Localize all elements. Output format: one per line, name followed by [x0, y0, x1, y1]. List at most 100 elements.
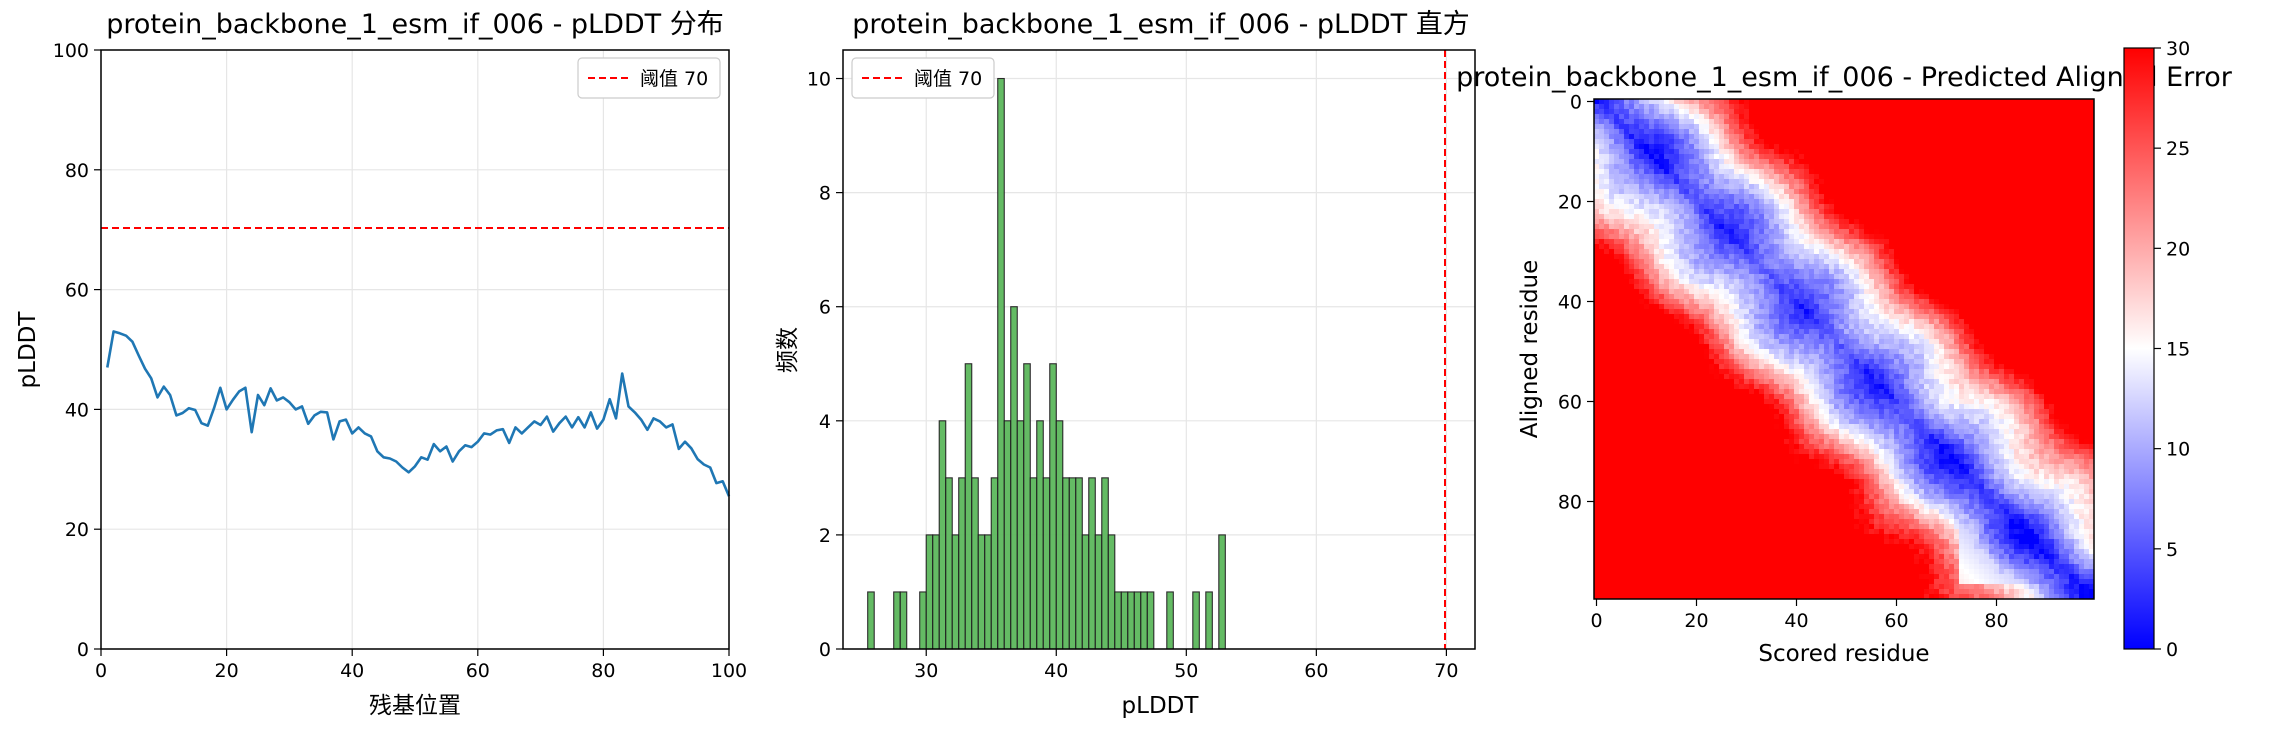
pae-cell: [1984, 144, 1990, 150]
pae-cell: [1754, 234, 1760, 240]
pae-cell: [1949, 279, 1955, 285]
pae-cell: [1829, 129, 1835, 135]
pae-cell: [1824, 224, 1830, 230]
pae-cell: [1984, 119, 1990, 125]
pae-cell: [1734, 299, 1740, 305]
pae-cell: [1689, 254, 1695, 260]
pae-cell: [1964, 199, 1970, 205]
pae-cell: [1694, 124, 1700, 130]
pae-cell: [1679, 124, 1685, 130]
pae-cell: [1794, 319, 1800, 325]
pae-cell: [1824, 164, 1830, 170]
pae-cell: [1814, 259, 1820, 265]
pae-cell: [1774, 124, 1780, 130]
pae-cell: [1754, 119, 1760, 125]
pae-cell: [1719, 109, 1725, 115]
pae-cell: [1714, 274, 1720, 280]
pae-cell: [1629, 149, 1635, 155]
pae-cell: [1844, 194, 1850, 200]
pae-cell: [2089, 144, 2095, 150]
pae-cell: [1644, 154, 1650, 160]
pae-cell: [2069, 104, 2075, 110]
pae-cell: [1749, 259, 1755, 265]
pae-cell: [1779, 199, 1785, 205]
pae-cell: [1689, 294, 1695, 300]
pae-cell: [1779, 229, 1785, 235]
pae-cell: [2089, 134, 2095, 140]
pae-cell: [2074, 239, 2080, 245]
pae-cell: [1944, 314, 1950, 320]
pae-cell: [1914, 164, 1920, 170]
pae-cell: [1719, 104, 1725, 110]
pae-cell: [2064, 144, 2070, 150]
pae-cell: [1874, 324, 1880, 330]
pae-cell: [1884, 259, 1890, 265]
pae-cell: [2029, 199, 2035, 205]
pae-cell: [1824, 329, 1830, 335]
pae-cell: [1764, 284, 1770, 290]
pae-cell: [1769, 304, 1775, 310]
pae-cell: [1984, 199, 1990, 205]
pae-cell: [2054, 114, 2060, 120]
pae-cell: [1919, 164, 1925, 170]
pae-cell: [2044, 119, 2050, 125]
pae-cell: [1759, 224, 1765, 230]
pae-cell: [1894, 244, 1900, 250]
pae-cell: [2014, 314, 2020, 320]
pae-cell: [1779, 339, 1785, 345]
pae-cell: [1679, 244, 1685, 250]
histogram-bar: [977, 534, 986, 650]
pae-cell: [1899, 154, 1905, 160]
pae-cell: [1784, 144, 1790, 150]
pae-cell: [1709, 339, 1715, 345]
pae-cell: [1804, 234, 1810, 240]
pae-cell: [1949, 164, 1955, 170]
pae-cell: [1624, 279, 1630, 285]
pae-cell: [1959, 324, 1965, 330]
pae-cell: [1759, 244, 1765, 250]
pae-cell: [1979, 279, 1985, 285]
pae-cell: [1869, 149, 1875, 155]
pae-cell: [1894, 289, 1900, 295]
pae-cell: [1819, 289, 1825, 295]
pae-cell: [1829, 189, 1835, 195]
pae-cell: [1924, 184, 1930, 190]
pae-cell: [1959, 134, 1965, 140]
pae-cell: [1769, 194, 1775, 200]
pae-cell: [1784, 269, 1790, 275]
pae-cell: [2079, 274, 2085, 280]
pae-cell: [1634, 239, 1640, 245]
pae-cell: [1819, 194, 1825, 200]
pae-cell: [2069, 274, 2075, 280]
pae-cell: [1609, 334, 1615, 340]
pae-cell: [1764, 194, 1770, 200]
pae-cell: [1704, 199, 1710, 205]
pae-cell: [1984, 284, 1990, 290]
pae-cell: [1724, 339, 1730, 345]
pae-cell: [1954, 154, 1960, 160]
histogram-bar: [997, 77, 1005, 650]
pae-cell: [1684, 299, 1690, 305]
pae-cell: [1769, 324, 1775, 330]
pae-cell: [1879, 199, 1885, 205]
pae-cell: [1649, 249, 1655, 255]
pae-cell: [2059, 144, 2065, 150]
pae-cell: [1709, 214, 1715, 220]
pae-cell: [1974, 234, 1980, 240]
pae-cell: [1594, 209, 1600, 215]
pae-cell: [2089, 244, 2095, 250]
pae-cell: [1664, 339, 1670, 345]
pae-cell: [1944, 294, 1950, 300]
pae-cell: [1974, 144, 1980, 150]
histogram-bar: [867, 591, 875, 650]
pae-cell: [1794, 149, 1800, 155]
pae-cell: [1769, 144, 1775, 150]
pae-cell: [1814, 294, 1820, 300]
pae-cell: [1834, 299, 1840, 305]
pae-cell: [1844, 294, 1850, 300]
pae-cell: [1914, 314, 1920, 320]
pae-cell: [1799, 244, 1805, 250]
pae-cell: [2019, 259, 2025, 265]
pae-cell: [1739, 124, 1745, 130]
pae-cell: [2019, 164, 2025, 170]
